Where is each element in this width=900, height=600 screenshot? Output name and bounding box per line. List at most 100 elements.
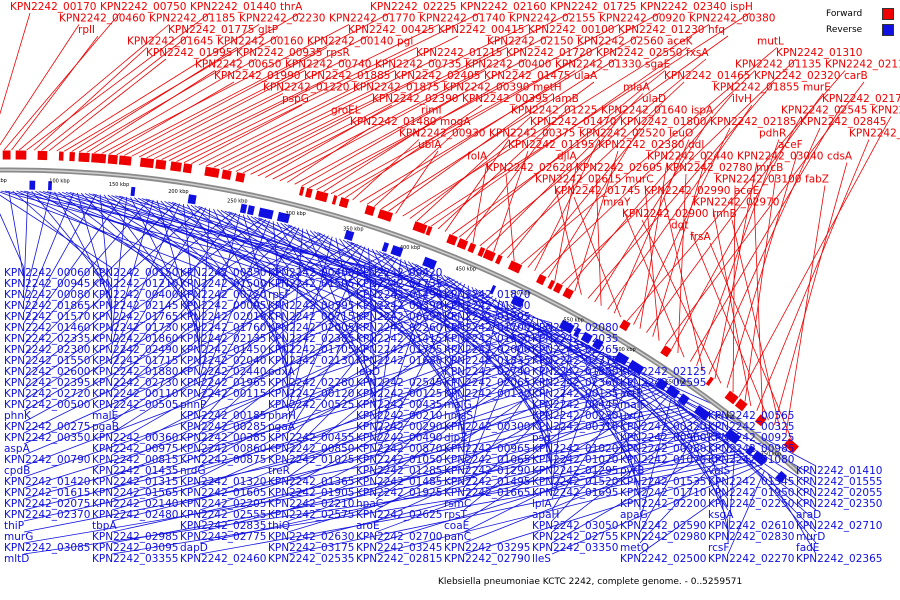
reverse-gene-leader-line xyxy=(371,248,465,423)
forward-gene-label: KPN2242_02605 xyxy=(576,162,662,174)
reverse-gene-leader-line xyxy=(164,201,377,346)
reverse-gene-leader-line xyxy=(287,457,751,555)
forward-gene-leader-line xyxy=(71,47,238,152)
forward-gene-leader-line xyxy=(279,70,486,182)
forward-gene-label: rpsR xyxy=(326,47,350,59)
forward-gene-leader-line xyxy=(243,116,352,174)
forward-gene-label: KPN2242_00395 xyxy=(462,93,548,105)
reverse-gene-leader-line xyxy=(404,260,465,434)
reverse-gene-leader-line xyxy=(111,266,423,445)
gene-feature-forward xyxy=(477,246,486,257)
reverse-gene-label: KPN2242_01705 xyxy=(268,344,354,356)
reverse-gene-label: KPN2242_01700 xyxy=(444,322,530,334)
forward-gene-leader-line xyxy=(756,139,870,411)
forward-gene-label: KPN2242_03040 xyxy=(737,151,823,163)
forward-gene-leader-line xyxy=(671,116,802,350)
forward-gene-label: KPN2242_02115 xyxy=(825,59,900,71)
reverse-gene-label: KPN2242_01320 xyxy=(180,476,266,488)
reverse-gene-label: KPN2242_00945 xyxy=(4,278,90,290)
forward-gene-label: KPN2242_00920 xyxy=(599,13,685,25)
reverse-gene-leader-line xyxy=(639,443,733,544)
reverse-gene-leader-line xyxy=(23,324,551,489)
reverse-gene-leader-line xyxy=(23,265,420,445)
forward-gene-leader-line xyxy=(712,208,752,407)
gene-feature-forward xyxy=(412,221,428,234)
forward-gene-label: pspG xyxy=(282,93,309,105)
reverse-gene-label: KPN2242_02730 xyxy=(92,377,178,389)
reverse-gene-label: KPN2242_00850 xyxy=(268,443,354,455)
forward-gene-leader-line xyxy=(594,116,712,303)
legend: Forward Reverse xyxy=(826,6,894,38)
reverse-gene-label: rcsF xyxy=(708,542,729,554)
reverse-gene-label: KPN2242_02535 xyxy=(268,553,354,565)
forward-gene-label: KPN2242_02975 xyxy=(871,105,900,117)
forward-gene-label: KPN2242_01775 xyxy=(168,24,254,36)
reverse-gene-leader-line xyxy=(368,247,377,423)
reverse-gene-label: KPN2242_01460 xyxy=(4,322,90,334)
genome-baseline-highlight xyxy=(0,169,801,474)
reverse-gene-label: KPN2242_00060 xyxy=(4,267,90,279)
reverse-gene-leader-line xyxy=(463,316,535,478)
forward-gene-leader-line xyxy=(505,173,515,262)
forward-gene-leader-line xyxy=(607,104,753,310)
reverse-gene-label: thiP xyxy=(4,520,24,532)
reverse-gene-label: ksgA xyxy=(708,509,734,521)
forward-gene-label: KPN2242_00400 xyxy=(465,59,551,71)
reverse-gene-label: KPN2242_02145 xyxy=(92,300,178,312)
forward-gene-leader-line xyxy=(352,139,420,201)
reverse-gene-label: KPN2242_02755 xyxy=(532,531,618,543)
forward-gene-leader-line xyxy=(472,162,488,243)
forward-gene-leader-line xyxy=(48,58,167,151)
forward-gene-label: KPN2242_02845 xyxy=(800,116,886,128)
forward-gene-label: gltP xyxy=(258,24,278,36)
reverse-gene-label: phnK xyxy=(4,410,32,422)
reverse-gene-label: KPN2242_01205 xyxy=(444,311,530,323)
reverse-gene-label: apaG xyxy=(620,509,648,521)
reverse-gene-leader-line xyxy=(220,210,465,368)
reverse-gene-label: KPN2242_02210 xyxy=(268,498,354,510)
reverse-gene-leader-line xyxy=(99,194,113,324)
forward-gene-leader-line xyxy=(708,127,821,375)
forward-gene-leader-line xyxy=(641,219,722,384)
gene-feature-forward xyxy=(507,260,523,274)
gene-feature-forward xyxy=(552,282,563,294)
forward-gene-leader-line xyxy=(785,185,826,435)
reverse-gene-label: KPN2242_01420 xyxy=(4,476,90,488)
reverse-gene-label: KPN2242_02595 xyxy=(620,377,706,389)
reverse-gene-leader-line xyxy=(375,413,694,533)
forward-gene-leader-line xyxy=(308,24,620,189)
reverse-gene-label: apaH xyxy=(532,509,559,521)
forward-gene-leader-line xyxy=(738,116,892,398)
reverse-gene-label: dapD xyxy=(180,542,208,554)
reverse-gene-label: KPN2242_00130 xyxy=(444,388,530,400)
forward-gene-label: KPN2242_00100 xyxy=(528,24,614,36)
reverse-gene-leader-line xyxy=(375,270,434,445)
reverse-gene-label: KPN2242_01485 xyxy=(356,476,442,488)
forward-gene-label: KPN2242_00460 xyxy=(59,13,145,25)
forward-gene-leader-line xyxy=(573,196,622,318)
gene-feature-forward xyxy=(331,195,338,205)
forward-gene-leader-line xyxy=(677,173,687,354)
forward-gene-label: groEL xyxy=(331,105,361,117)
forward-gene-label: KPN2242_02185 xyxy=(710,116,796,128)
reverse-gene-leader-line xyxy=(23,199,150,346)
forward-gene-leader-line xyxy=(257,47,508,177)
reverse-gene-label: KPN2242_00290 xyxy=(356,421,442,433)
forward-gene-leader-line xyxy=(423,12,751,224)
reverse-gene-label: KPN2242_00350 xyxy=(180,267,266,279)
forward-gene-leader-line xyxy=(301,93,464,187)
reverse-gene-label: KPN2242_01905 xyxy=(268,487,354,499)
reverse-gene-label: KPN2242_02365 xyxy=(796,553,882,565)
reverse-gene-label: KPN2242_00695 xyxy=(356,311,442,323)
scale-tick-label: 150 kbp xyxy=(109,182,129,188)
reverse-gene-label: KPN2242_00110 xyxy=(92,388,178,400)
forward-gene-leader-line xyxy=(153,93,284,160)
gene-feature-reverse xyxy=(775,470,788,483)
forward-gene-label: KPN2242_02550 xyxy=(596,47,682,59)
legend-reverse-swatch xyxy=(882,24,894,36)
forward-gene-label: KPN2242_00935 xyxy=(236,47,322,59)
reverse-gene-label: KPN2242_02125 xyxy=(620,366,706,378)
reverse-gene-label: KPN2242_00490 xyxy=(356,432,442,444)
reverse-gene-label: KPN2242_00095 xyxy=(180,300,266,312)
reverse-gene-label: KPN2242_00385 xyxy=(180,432,266,444)
